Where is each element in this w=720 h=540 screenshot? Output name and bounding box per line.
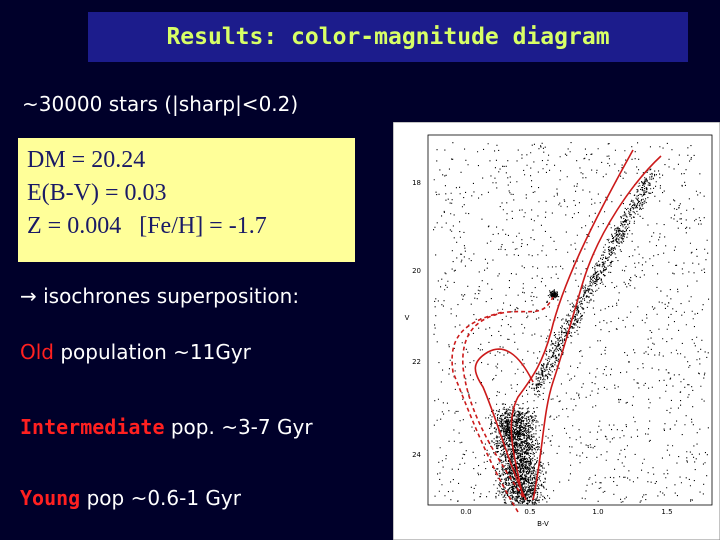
parameter: Z = 0.004 [Fe/H] = -1.7	[27, 213, 267, 239]
y-tick-label: 22	[412, 358, 421, 366]
isochrone	[474, 348, 534, 501]
x-tick-label: 1.0	[592, 508, 603, 516]
isochrone	[532, 155, 662, 501]
isochrone	[510, 149, 634, 498]
intro: → isochrones superposition:	[20, 284, 300, 308]
isochrones	[451, 149, 662, 513]
population: Intermediate pop. ~3-7 Gyr	[20, 415, 313, 439]
parameter-box: DM = 20.24 E(B-V) = 0.03 Z = 0.004 [Fe/H…	[18, 138, 355, 262]
figure-background	[393, 122, 720, 540]
plot-frame	[427, 134, 713, 506]
x-axis-label: B-V	[537, 520, 549, 528]
slide-title: Results: color-magnitude diagram	[88, 12, 688, 62]
population-text: population ~11Gyr	[60, 340, 251, 364]
x-tick-label: 0.5	[524, 508, 535, 516]
population-text: pop. ~3-7 Gyr	[170, 415, 313, 439]
subtitle: ~30000 stars (|sharp|<0.2)	[22, 92, 299, 116]
isochrone	[462, 296, 554, 498]
population: Old population ~11Gyr	[20, 340, 251, 364]
y-tick-label: 20	[412, 267, 421, 275]
y-axis-label: V	[405, 314, 410, 322]
population-text: pop ~0.6-1 Gyr	[86, 486, 241, 510]
x-tick-label: 1.5	[661, 508, 672, 516]
population-name: Intermediate	[20, 415, 165, 439]
parameter: DM = 20.24	[27, 147, 146, 173]
parameter: E(B-V) = 0.03	[27, 180, 167, 206]
y-tick-label: 24	[412, 451, 421, 459]
y-tick-label: 18	[412, 179, 421, 187]
isochrone	[451, 311, 519, 513]
population-name: Young	[20, 486, 81, 510]
population: Young pop ~0.6-1 Gyr	[20, 486, 241, 510]
population-name: Old	[20, 340, 54, 364]
cmd-figure: 18 20 22 24 0.0 0.5 1.0 1.5 B-V V	[393, 122, 720, 540]
x-tick-label: 0.0	[460, 508, 471, 516]
